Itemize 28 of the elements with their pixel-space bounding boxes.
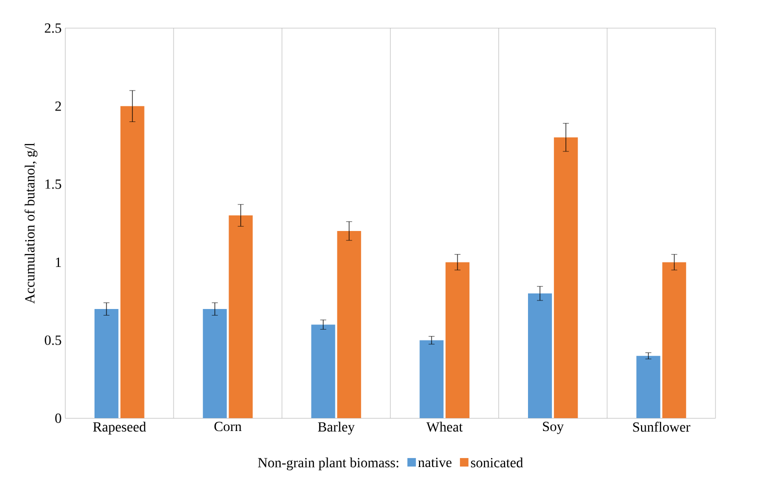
bar: [636, 356, 660, 418]
y-tick-label: 0.5: [44, 335, 62, 345]
y-tick-label: 1.5: [45, 179, 62, 189]
x-tick-label: Corn: [214, 422, 242, 432]
x-tick-label: Rapeseed: [93, 422, 146, 434]
legend-label: native: [418, 458, 452, 468]
x-tick-label: Sunflower: [633, 422, 690, 432]
y-tick-label: 2.5: [44, 23, 62, 33]
bar: [662, 262, 686, 418]
bar: [94, 309, 118, 418]
x-tick-label: Wheat: [426, 422, 463, 432]
bar: [311, 324, 336, 418]
y-tick-label: 2: [55, 102, 61, 111]
bar: [446, 262, 470, 418]
bar: [554, 137, 578, 418]
legend-label: sonicated: [471, 458, 523, 468]
bar: [420, 340, 444, 418]
bar: [228, 215, 253, 418]
y-tick-label: 1: [56, 258, 61, 267]
y-tick-label: 0: [55, 414, 62, 423]
legend-title: Non-grain plant biomass:: [258, 458, 398, 470]
x-tick-label: Barley: [318, 422, 355, 434]
bar: [202, 309, 227, 418]
y-axis-title: Accumulation of butanol, g/l: [24, 142, 38, 304]
x-tick-label: Soy: [543, 422, 564, 434]
bar: [528, 293, 552, 418]
bar: [120, 106, 144, 418]
bar: [337, 231, 362, 418]
